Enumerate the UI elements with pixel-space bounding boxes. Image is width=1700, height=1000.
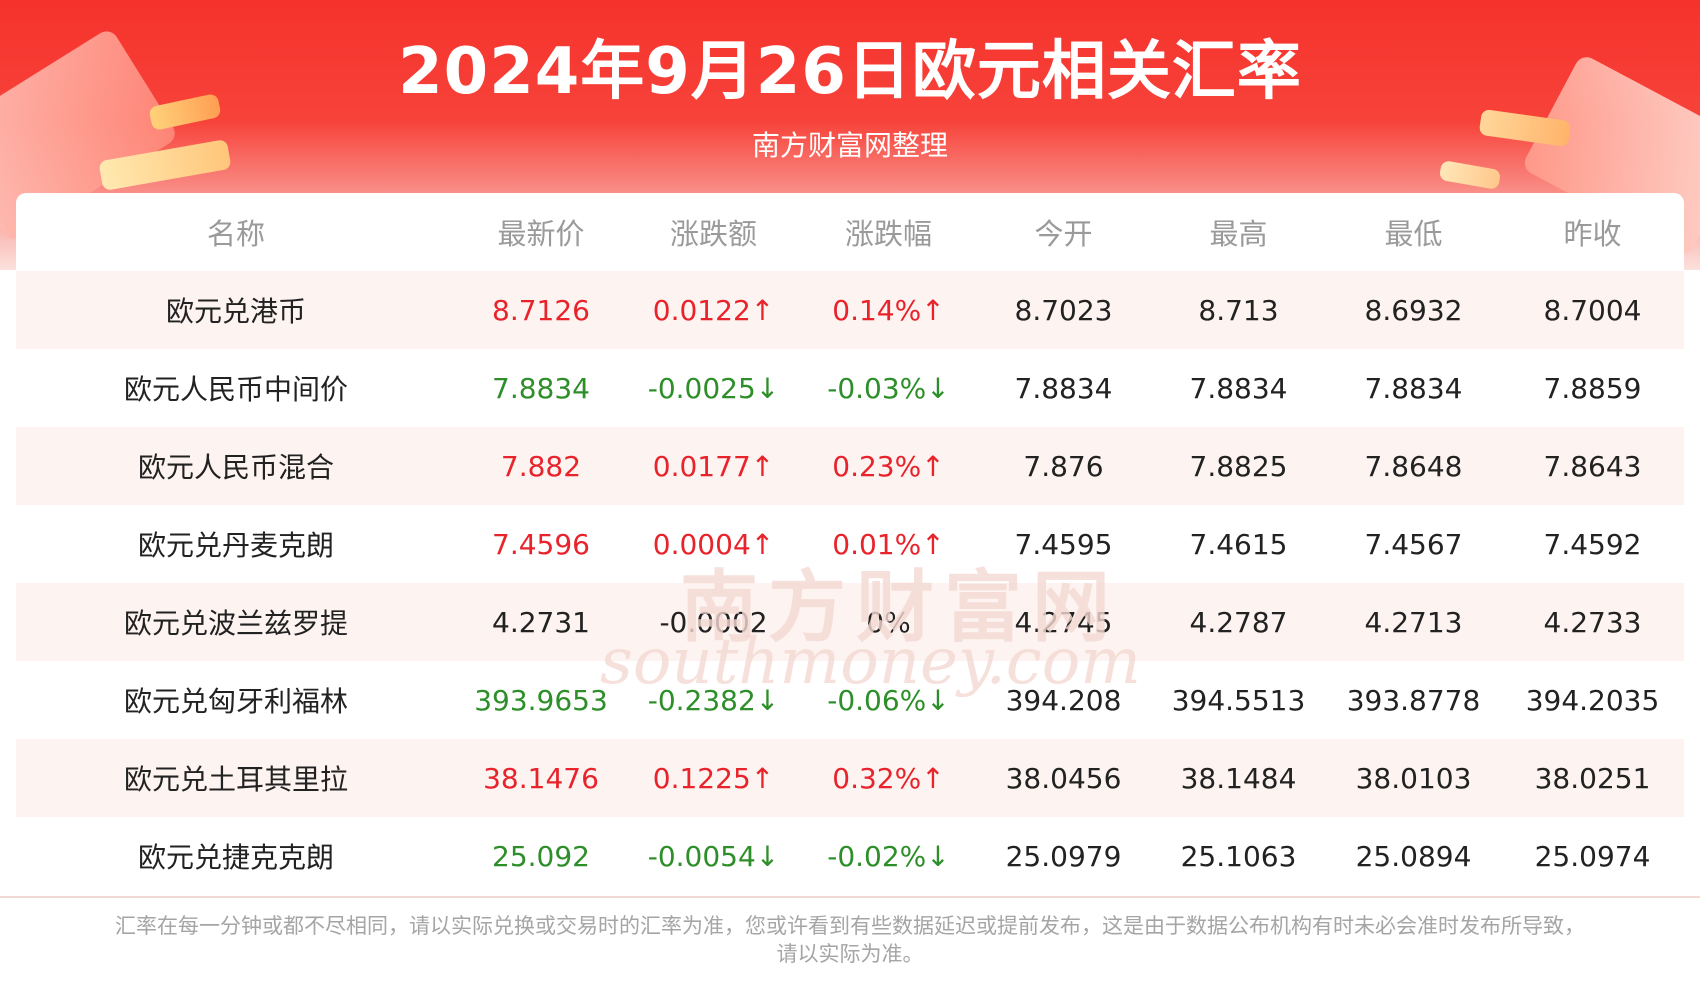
row-name-cell: 欧元兑捷克克朗 <box>137 841 334 874</box>
low-price-cell: 7.4567 <box>1364 527 1463 561</box>
open-price-cell: 25.0979 <box>1005 839 1122 873</box>
prev-close-cell: 38.0251 <box>1534 761 1651 795</box>
row-name-cell: 欧元兑港币 <box>165 295 306 328</box>
change-percent-cell: 0% <box>866 605 911 639</box>
open-price-cell: 7.876 <box>1023 449 1104 483</box>
table-row: 欧元人民币混合 7.882 0.0177↑ 0.23%↑ 7.876 7.8825 7.86… <box>16 427 1684 505</box>
column-header-name: 名称 <box>206 217 265 251</box>
change-amount-cell: -0.0054↓ <box>647 839 780 873</box>
low-price-cell: 7.8834 <box>1364 371 1463 405</box>
change-percent-cell: -0.02%↓ <box>827 839 950 873</box>
change-percent-cell: 0.14%↑ <box>832 293 945 327</box>
open-price-cell: 38.0456 <box>1005 761 1122 795</box>
high-price-cell: 394.5513 <box>1171 683 1306 717</box>
open-price-cell: 7.8834 <box>1014 371 1113 405</box>
disclaimer-footer: 汇率在每一分钟或都不尽相同，请以实际兑换或交易时的汇率为准，您或许看到有些数据延… <box>60 912 1640 968</box>
change-amount-cell: -0.0002 <box>659 605 768 639</box>
change-percent-cell: -0.06%↓ <box>827 683 950 717</box>
row-name-cell: 欧元兑土耳其里拉 <box>123 763 348 796</box>
high-price-cell: 4.2787 <box>1189 605 1288 639</box>
prev-close-cell: 7.8643 <box>1543 449 1642 483</box>
table-row: 欧元人民币中间价 7.8834 -0.0025↓ -0.03%↓ 7.8834 7.883… <box>16 349 1684 427</box>
latest-price-cell: 4.2731 <box>492 605 590 639</box>
table-row: 欧元兑波兰兹罗提 4.2731 -0.0002 0% 4.2745 4.2787 4.271… <box>16 583 1684 661</box>
row-name-cell: 欧元兑匈牙利福林 <box>123 685 348 718</box>
latest-price-cell: 7.8834 <box>492 371 590 405</box>
latest-price-cell: 25.092 <box>492 839 590 873</box>
high-price-cell: 7.8834 <box>1189 371 1288 405</box>
column-header-change: 涨跌额 <box>669 217 757 251</box>
change-percent-cell: 0.01%↑ <box>832 527 945 561</box>
change-amount-cell: 0.0177↑ <box>652 449 775 483</box>
latest-price-cell: 393.9653 <box>474 683 608 717</box>
disclaimer-line-1: 汇率在每一分钟或都不尽相同，请以实际兑换或交易时的汇率为准，您或许看到有些数据延… <box>115 914 1585 938</box>
low-price-cell: 7.8648 <box>1364 449 1463 483</box>
change-percent-cell: 0.32%↑ <box>832 761 945 795</box>
prev-close-cell: 7.8859 <box>1543 371 1642 405</box>
change-amount-cell: 0.1225↑ <box>652 761 775 795</box>
low-price-cell: 393.8778 <box>1346 683 1481 717</box>
row-name-cell: 欧元兑丹麦克朗 <box>137 529 334 562</box>
low-price-cell: 8.6932 <box>1364 293 1463 327</box>
prev-close-cell: 4.2733 <box>1543 605 1642 639</box>
table-row: 欧元兑匈牙利福林 393.9653 -0.2382↓ -0.06%↓ 394.208 39… <box>16 661 1684 739</box>
rates-table: 名称 最新价 涨跌额 涨跌幅 今开 最高 最低 昨收 欧元兑港币 8.7126 0.… <box>16 193 1684 895</box>
prev-close-cell: 7.4592 <box>1543 527 1642 561</box>
column-header-high: 最高 <box>1209 217 1268 251</box>
high-price-cell: 38.1484 <box>1180 761 1297 795</box>
column-header-low: 最低 <box>1384 217 1443 251</box>
change-percent-cell: 0.23%↑ <box>832 449 945 483</box>
page-title: 2024年9月26日欧元相关汇率 <box>398 35 1302 109</box>
disclaimer-line-2: 请以实际为准。 <box>776 942 924 966</box>
high-price-cell: 7.4615 <box>1189 527 1288 561</box>
column-header-open: 今开 <box>1034 217 1093 251</box>
row-name-cell: 欧元人民币中间价 <box>123 373 348 406</box>
high-price-cell: 8.713 <box>1198 293 1279 327</box>
column-header-latest: 最新价 <box>497 217 585 251</box>
table-row: 欧元兑丹麦克朗 7.4596 0.0004↑ 0.01%↑ 7.4595 7.4615 7.… <box>16 505 1684 583</box>
high-price-cell: 7.8825 <box>1189 449 1288 483</box>
page-subtitle: 南方财富网整理 <box>751 129 948 162</box>
change-amount-cell: -0.2382↓ <box>647 683 780 717</box>
open-price-cell: 8.7023 <box>1014 293 1113 327</box>
row-name-cell: 欧元人民币混合 <box>137 451 334 484</box>
latest-price-cell: 8.7126 <box>492 293 590 327</box>
change-amount-cell: 0.0122↑ <box>652 293 775 327</box>
decor-coin-graphic <box>1438 159 1502 191</box>
column-header-change-pct: 涨跌幅 <box>844 217 932 251</box>
prev-close-cell: 8.7004 <box>1543 293 1642 327</box>
open-price-cell: 394.208 <box>1005 683 1122 717</box>
table-row: 欧元兑捷克克朗 25.092 -0.0054↓ -0.02%↓ 25.0979 25.10… <box>16 817 1684 895</box>
table-body: 欧元兑港币 8.7126 0.0122↑ 0.14%↑ 8.7023 8.713 8.693… <box>16 271 1684 895</box>
low-price-cell: 25.0894 <box>1355 839 1472 873</box>
column-header-prev-close: 昨收 <box>1563 217 1622 251</box>
latest-price-cell: 7.4596 <box>492 527 590 561</box>
change-percent-cell: -0.03%↓ <box>827 371 950 405</box>
open-price-cell: 4.2745 <box>1014 605 1113 639</box>
row-name-cell: 欧元兑波兰兹罗提 <box>123 607 348 640</box>
change-amount-cell: 0.0004↑ <box>652 527 775 561</box>
high-price-cell: 25.1063 <box>1180 839 1297 873</box>
prev-close-cell: 394.2035 <box>1525 683 1660 717</box>
table-row: 欧元兑港币 8.7126 0.0122↑ 0.14%↑ 8.7023 8.713 8.693… <box>16 271 1684 349</box>
latest-price-cell: 38.1476 <box>483 761 599 795</box>
latest-price-cell: 7.882 <box>500 449 582 483</box>
prev-close-cell: 25.0974 <box>1534 839 1651 873</box>
change-amount-cell: -0.0025↓ <box>647 371 780 405</box>
low-price-cell: 38.0103 <box>1355 761 1472 795</box>
open-price-cell: 7.4595 <box>1014 527 1113 561</box>
table-header-row: 名称 最新价 涨跌额 涨跌幅 今开 最高 最低 昨收 <box>16 193 1684 271</box>
table-row: 欧元兑土耳其里拉 38.1476 0.1225↑ 0.32%↑ 38.0456 38.14… <box>16 739 1684 817</box>
footer-divider <box>0 896 1700 898</box>
low-price-cell: 4.2713 <box>1364 605 1463 639</box>
